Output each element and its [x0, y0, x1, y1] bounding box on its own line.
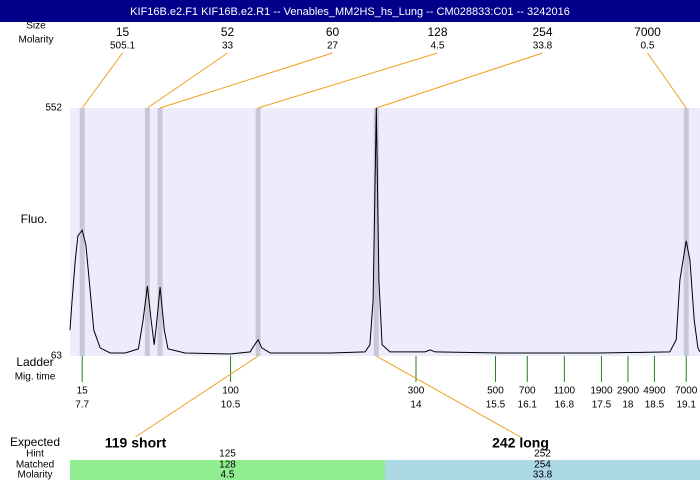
y-tick-label: 63 — [51, 351, 63, 362]
peak-molarity: 33 — [222, 41, 234, 52]
peak-header: Molarity — [18, 35, 53, 46]
peak-leader — [376, 52, 543, 109]
peak-band — [157, 108, 163, 356]
peak-leader — [647, 52, 687, 109]
expected-molarity: 33.8 — [533, 470, 553, 480]
ladder-size: 700 — [519, 386, 536, 397]
ladder-size: 300 — [408, 386, 425, 397]
expected-matched: 254 — [534, 460, 551, 471]
peak-size: 52 — [221, 25, 235, 39]
ladder-time: 19.1 — [676, 400, 696, 411]
expected-label: 242 long — [492, 435, 549, 451]
chart-title: KIF16B.e2.F1 KIF16B.e2.R1 -- Venables_MM… — [130, 6, 570, 18]
ladder-size: 1900 — [590, 386, 613, 397]
ladder-header: Ladder — [16, 355, 53, 369]
plot-area — [70, 108, 700, 356]
peak-size: 15 — [116, 25, 130, 39]
expected-matched: 128 — [219, 460, 236, 471]
expected-bar — [385, 460, 700, 480]
peak-leader — [147, 52, 228, 109]
ladder-time: 16.1 — [518, 400, 538, 411]
expected-leader — [135, 355, 259, 438]
ladder-size: 1100 — [554, 386, 576, 397]
peak-molarity: 505.1 — [110, 41, 135, 52]
ladder-size: 4900 — [643, 386, 666, 397]
expected-leader — [376, 355, 521, 438]
expected-label: 119 short — [105, 435, 167, 451]
ladder-time: 16.8 — [555, 400, 575, 411]
ladder-time: 17.5 — [592, 400, 612, 411]
y-tick-label: 552 — [45, 103, 62, 114]
ladder-time: 14 — [410, 400, 422, 411]
peak-band — [255, 108, 261, 356]
title-bar — [0, 0, 700, 22]
peak-size: 60 — [326, 25, 340, 39]
peak-band — [373, 108, 379, 356]
peak-size: 7000 — [634, 25, 661, 39]
ladder-size: 15 — [77, 386, 89, 397]
peak-band — [144, 108, 150, 356]
peak-molarity: 0.5 — [641, 41, 655, 52]
expected-header: Hint — [26, 449, 44, 460]
expected-hint: 125 — [219, 449, 236, 460]
ladder-time: 15.5 — [486, 400, 506, 411]
ladder-time: 18 — [622, 400, 634, 411]
peak-header: Size — [26, 21, 46, 32]
peak-molarity: 27 — [327, 41, 339, 52]
peak-leader — [257, 52, 438, 109]
peak-size: 254 — [532, 25, 552, 39]
expected-molarity: 4.5 — [221, 470, 235, 480]
ladder-header: Mig. time — [15, 372, 56, 383]
peak-size: 128 — [427, 25, 447, 39]
ladder-size: 100 — [222, 386, 239, 397]
expected-header: Molarity — [17, 470, 52, 480]
ladder-size: 2900 — [617, 386, 640, 397]
expected-bar — [70, 460, 385, 480]
ladder-time: 10.5 — [221, 400, 241, 411]
ladder-size: 7000 — [675, 386, 698, 397]
expected-header: Expected — [10, 435, 60, 449]
expected-hint: 252 — [534, 449, 551, 460]
expected-header: Matched — [16, 460, 54, 471]
ladder-size: 500 — [487, 386, 504, 397]
peak-leader — [159, 52, 333, 109]
peak-molarity: 33.8 — [533, 41, 553, 52]
peak-molarity: 4.5 — [431, 41, 445, 52]
peak-band — [683, 108, 689, 356]
y-axis-label: Fluo. — [21, 212, 48, 226]
trace — [69, 107, 700, 355]
ladder-time: 7.7 — [75, 400, 89, 411]
peak-leader — [81, 52, 123, 109]
ladder-time: 18.5 — [645, 400, 665, 411]
